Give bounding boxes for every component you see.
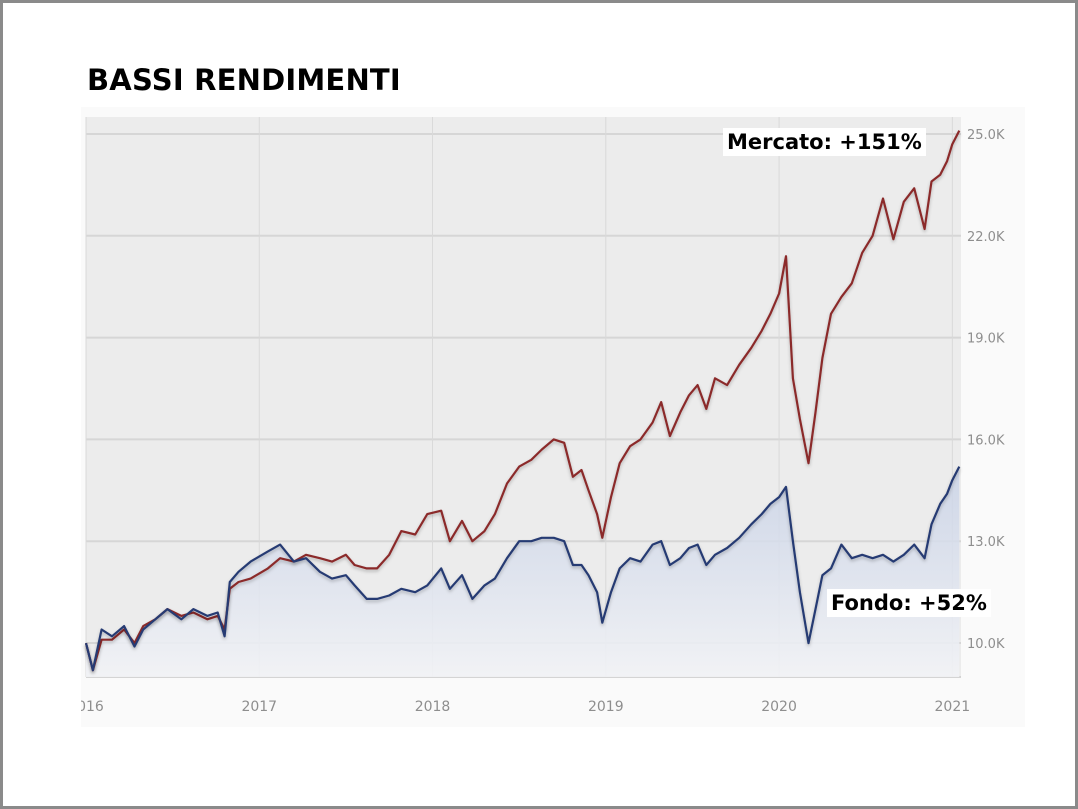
y-tick-label: 19.0K [967,332,1005,347]
series-line-mercato [84,130,961,672]
x-tick-label: 2018 [415,699,451,715]
y-tick-label: 16.0K [967,433,1005,448]
annotation-mercato: Mercato: +151% [723,128,926,156]
annotation-fondo: Fondo: +52% [827,589,991,617]
chart-area: 10.0K 13.0K 16.0K 19.0K 22.0K 25.0K 2016 2017 20… [81,107,1025,727]
x-tick-label: 2017 [241,699,277,715]
x-tick-label: 2016 [81,699,104,715]
series-area-fondo [86,466,960,677]
y-tick-label: 13.0K [967,535,1005,550]
series-line-fondo [84,466,961,672]
y-tick-label: 25.0K [967,128,1005,143]
y-tick-label: 22.0K [967,230,1005,245]
x-tick-label: 2019 [588,699,624,715]
x-tick-label: 2021 [935,699,971,715]
line-chart: 10.0K 13.0K 16.0K 19.0K 22.0K 25.0K 2016 2017 20… [81,117,1005,715]
chart-title: BASSI RENDIMENTI [87,63,401,97]
y-tick-label: 10.0K [967,637,1005,652]
x-tick-label: 2020 [761,699,797,715]
